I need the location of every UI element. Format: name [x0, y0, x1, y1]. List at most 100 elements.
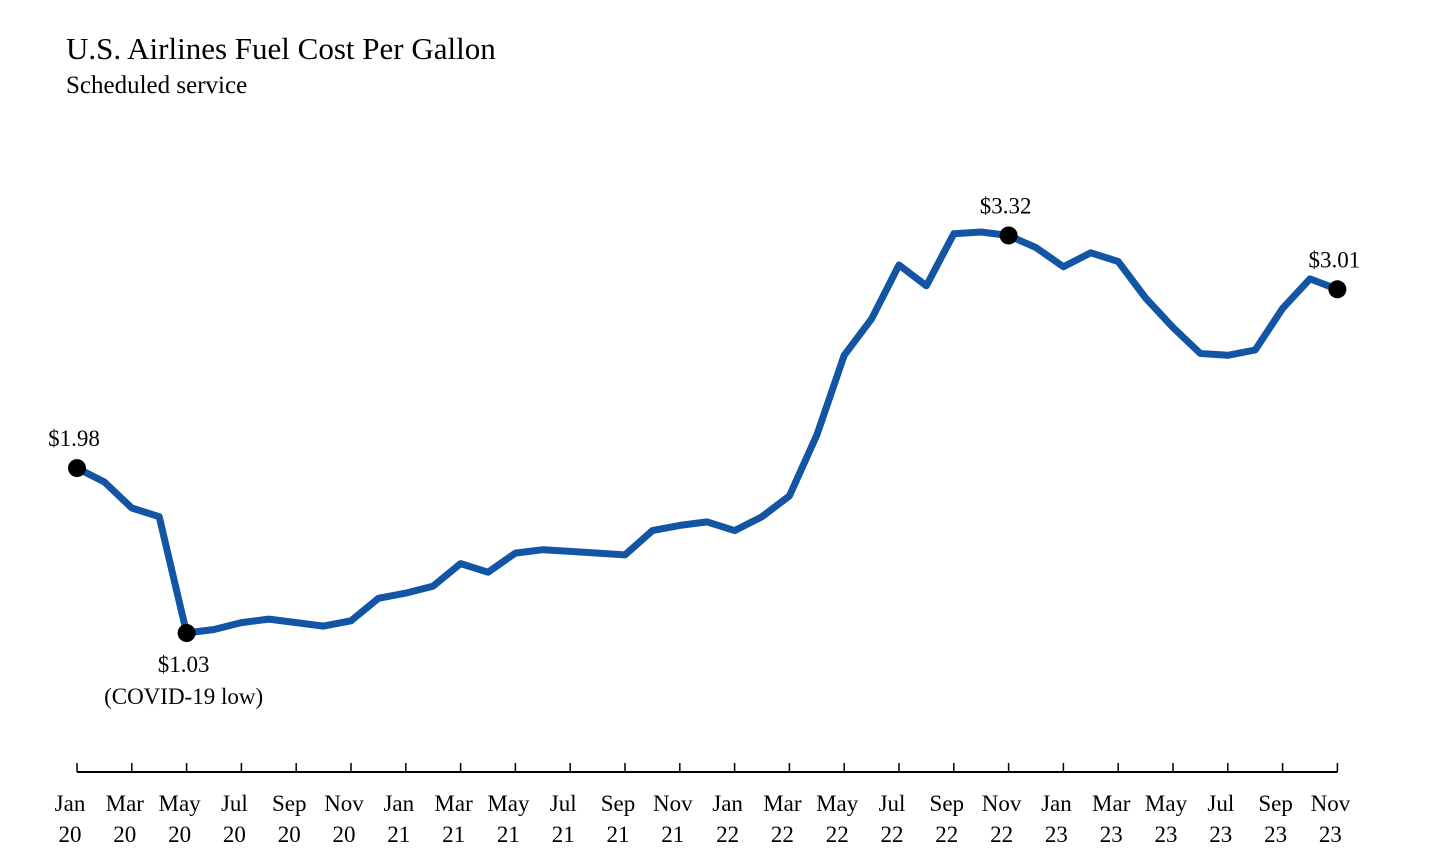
- x-tick-label-year: 21: [607, 822, 630, 847]
- data-point: [1280, 305, 1286, 311]
- x-tick-label-year: 20: [113, 822, 136, 847]
- x-tick-label-year: 21: [661, 822, 684, 847]
- highlight-marker: [999, 226, 1018, 245]
- data-point: [211, 627, 217, 633]
- x-tick-label-year: 23: [1045, 822, 1068, 847]
- data-point: [348, 618, 354, 624]
- marker-layer: $1.98 $1.03 (COVID-19 low) $3.32 $3.01: [48, 193, 1360, 709]
- data-point: [841, 352, 847, 358]
- data-point: [101, 479, 107, 485]
- x-tick-label-year: 20: [278, 822, 301, 847]
- x-tick-label-year: 20: [59, 822, 82, 847]
- x-tick-label-month: Mar: [434, 791, 473, 816]
- x-tick-label-year: 22: [881, 822, 904, 847]
- highlight-marker: [177, 624, 196, 642]
- x-tick-label-year: 23: [1155, 822, 1178, 847]
- highlight-marker: [68, 459, 86, 478]
- x-tick-label-month: Nov: [982, 791, 1022, 816]
- x-tick-label-month: Nov: [1311, 791, 1351, 816]
- x-tick-label-month: Nov: [653, 791, 693, 816]
- data-point: [1225, 352, 1231, 358]
- data-point: [1143, 295, 1149, 301]
- x-tick-label-month: Jul: [550, 791, 577, 816]
- data-point: [403, 590, 409, 596]
- x-tick-label-month: Jan: [55, 791, 86, 816]
- highlight-marker: [1328, 280, 1347, 299]
- x-axis: Jan 20 Mar 20 May 20 Jul 20 Sep 20 Nov 20 Jan 21 Mar 21…: [55, 763, 1351, 847]
- x-tick-label-year: 23: [1264, 822, 1287, 847]
- x-tick-label-month: Jul: [1207, 791, 1234, 816]
- x-tick-label-year: 21: [497, 822, 520, 847]
- data-point: [1307, 276, 1313, 282]
- marker-label: $3.32: [980, 193, 1032, 218]
- x-tick-label-month: Jan: [1041, 791, 1072, 816]
- data-point: [622, 552, 628, 558]
- chart-subtitle: Scheduled service: [66, 72, 248, 99]
- data-point: [759, 514, 765, 520]
- data-point: [677, 522, 683, 528]
- marker-label: $3.01: [1309, 247, 1361, 272]
- data-point: [896, 262, 902, 268]
- data-point: [1170, 324, 1176, 330]
- x-tick-label-month: Jul: [879, 791, 906, 816]
- chart-title: U.S. Airlines Fuel Cost Per Gallon: [66, 31, 496, 66]
- data-point: [704, 519, 710, 525]
- x-tick-label-year: 21: [442, 822, 465, 847]
- x-tick-label-year: 22: [771, 822, 794, 847]
- data-point: [375, 595, 381, 601]
- x-tick-label-year: 21: [387, 822, 410, 847]
- data-point: [430, 583, 436, 589]
- data-point: [923, 283, 929, 289]
- data-point: [1252, 347, 1258, 353]
- data-point: [978, 229, 984, 235]
- series-layer: [73, 228, 1341, 637]
- x-tick-label-month: Sep: [930, 791, 965, 816]
- x-tick-label-year: 20: [223, 822, 246, 847]
- x-tick-label-month: Mar: [106, 791, 145, 816]
- data-point: [512, 550, 518, 556]
- data-point: [869, 316, 875, 322]
- x-tick-label-month: May: [816, 791, 859, 816]
- x-tick-label-month: Jan: [383, 791, 414, 816]
- data-point: [814, 432, 820, 438]
- data-point: [951, 231, 957, 237]
- x-tick-label-year: 22: [826, 822, 849, 847]
- data-point: [540, 547, 546, 553]
- x-tick-label-month: May: [159, 791, 202, 816]
- x-tick-label-year: 22: [935, 822, 958, 847]
- x-tick-label-year: 20: [168, 822, 191, 847]
- x-tick-label-year: 21: [552, 822, 575, 847]
- x-tick-label-month: Jan: [712, 791, 743, 816]
- marker-note: (COVID-19 low): [104, 684, 263, 709]
- x-tick-label-month: Mar: [763, 791, 802, 816]
- x-tick-label-year: 23: [1319, 822, 1342, 847]
- x-tick-label-month: Sep: [272, 791, 307, 816]
- data-point: [1033, 245, 1039, 251]
- x-tick-label-year: 22: [716, 822, 739, 847]
- x-tick-label-month: Sep: [1258, 791, 1293, 816]
- data-point: [1060, 264, 1066, 270]
- x-tick-label-month: Nov: [324, 791, 364, 816]
- x-tick-label-year: 23: [1100, 822, 1123, 847]
- data-point: [129, 505, 135, 511]
- data-point: [266, 616, 272, 622]
- data-point: [786, 493, 792, 499]
- data-point: [1115, 259, 1121, 265]
- marker-label: $1.98: [48, 426, 100, 451]
- data-point: [1088, 250, 1094, 256]
- data-point: [458, 561, 464, 567]
- data-point: [293, 620, 299, 626]
- x-tick-label-year: 22: [990, 822, 1013, 847]
- data-point: [156, 514, 162, 520]
- data-point: [649, 528, 655, 534]
- data-point: [595, 550, 601, 556]
- series-line: [73, 228, 1341, 637]
- data-point: [1197, 351, 1203, 357]
- marker-label: $1.03: [158, 652, 210, 677]
- data-point: [321, 623, 327, 629]
- data-point: [238, 620, 244, 626]
- x-tick-label-year: 20: [333, 822, 356, 847]
- data-point: [567, 548, 573, 554]
- x-tick-label-month: Mar: [1092, 791, 1131, 816]
